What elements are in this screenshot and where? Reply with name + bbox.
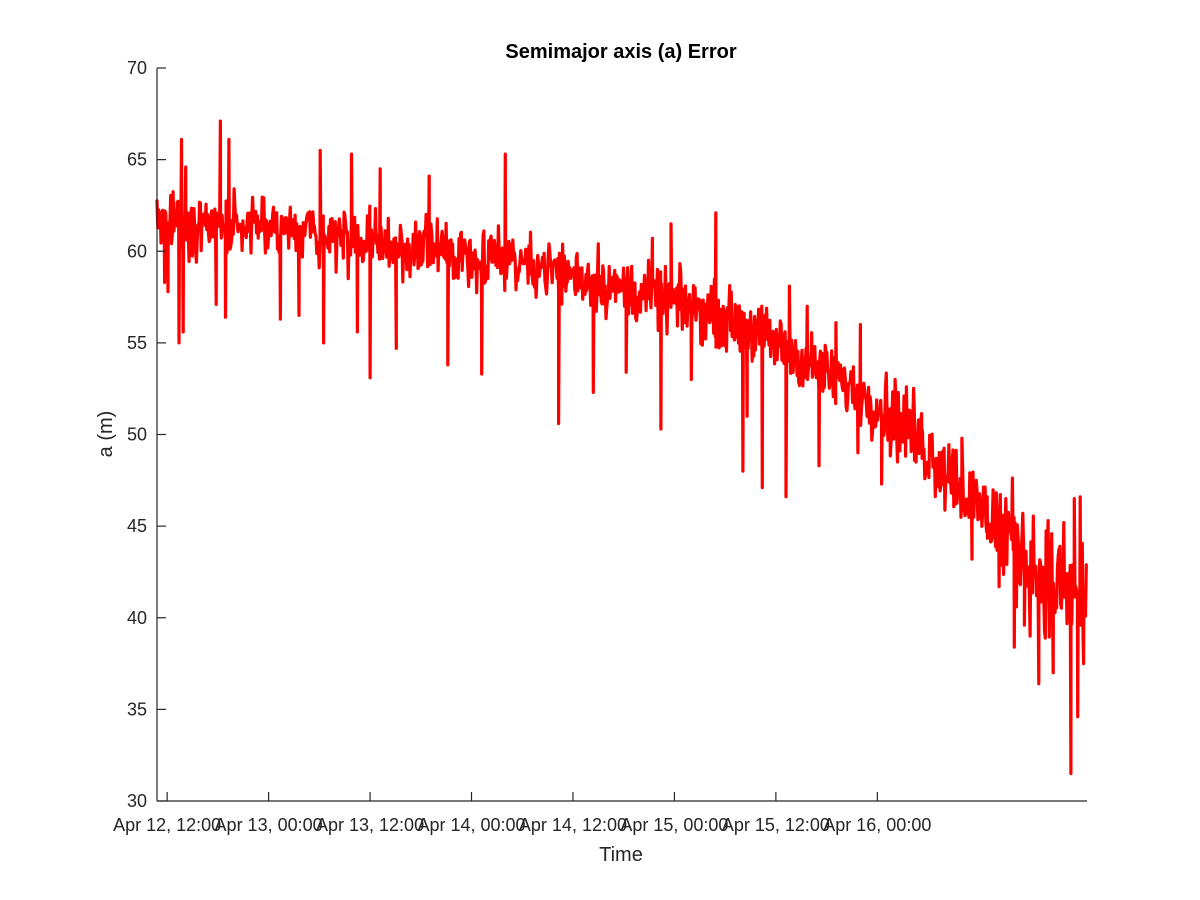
x-tick-label: Apr 15, 00:00 (620, 815, 728, 835)
x-tick-label: Apr 16, 00:00 (823, 815, 931, 835)
x-tick-label: Apr 12, 12:00 (113, 815, 221, 835)
series-layer (155, 119, 1088, 776)
x-tick-label: Apr 13, 12:00 (316, 815, 424, 835)
y-axis-title: a (m) (95, 411, 117, 458)
y-tick-label: 35 (127, 699, 147, 719)
x-tick-label: Apr 15, 12:00 (722, 815, 830, 835)
y-tick-label: 65 (127, 150, 147, 170)
y-tick-label: 30 (127, 791, 147, 811)
y-tick-label: 70 (127, 58, 147, 78)
x-tick-label: Apr 14, 00:00 (417, 815, 525, 835)
series-line-0 (155, 119, 1088, 776)
y-tick-label: 40 (127, 608, 147, 628)
chart-title: Semimajor axis (a) Error (505, 41, 736, 63)
y-tick-label: 60 (127, 241, 147, 261)
x-axis-title: Time (599, 844, 643, 866)
x-tick-label: Apr 13, 00:00 (215, 815, 323, 835)
y-tick-label: 55 (127, 333, 147, 353)
y-tick-label: 45 (127, 516, 147, 536)
y-tick-label: 50 (127, 425, 147, 445)
x-tick-label: Apr 14, 12:00 (519, 815, 627, 835)
